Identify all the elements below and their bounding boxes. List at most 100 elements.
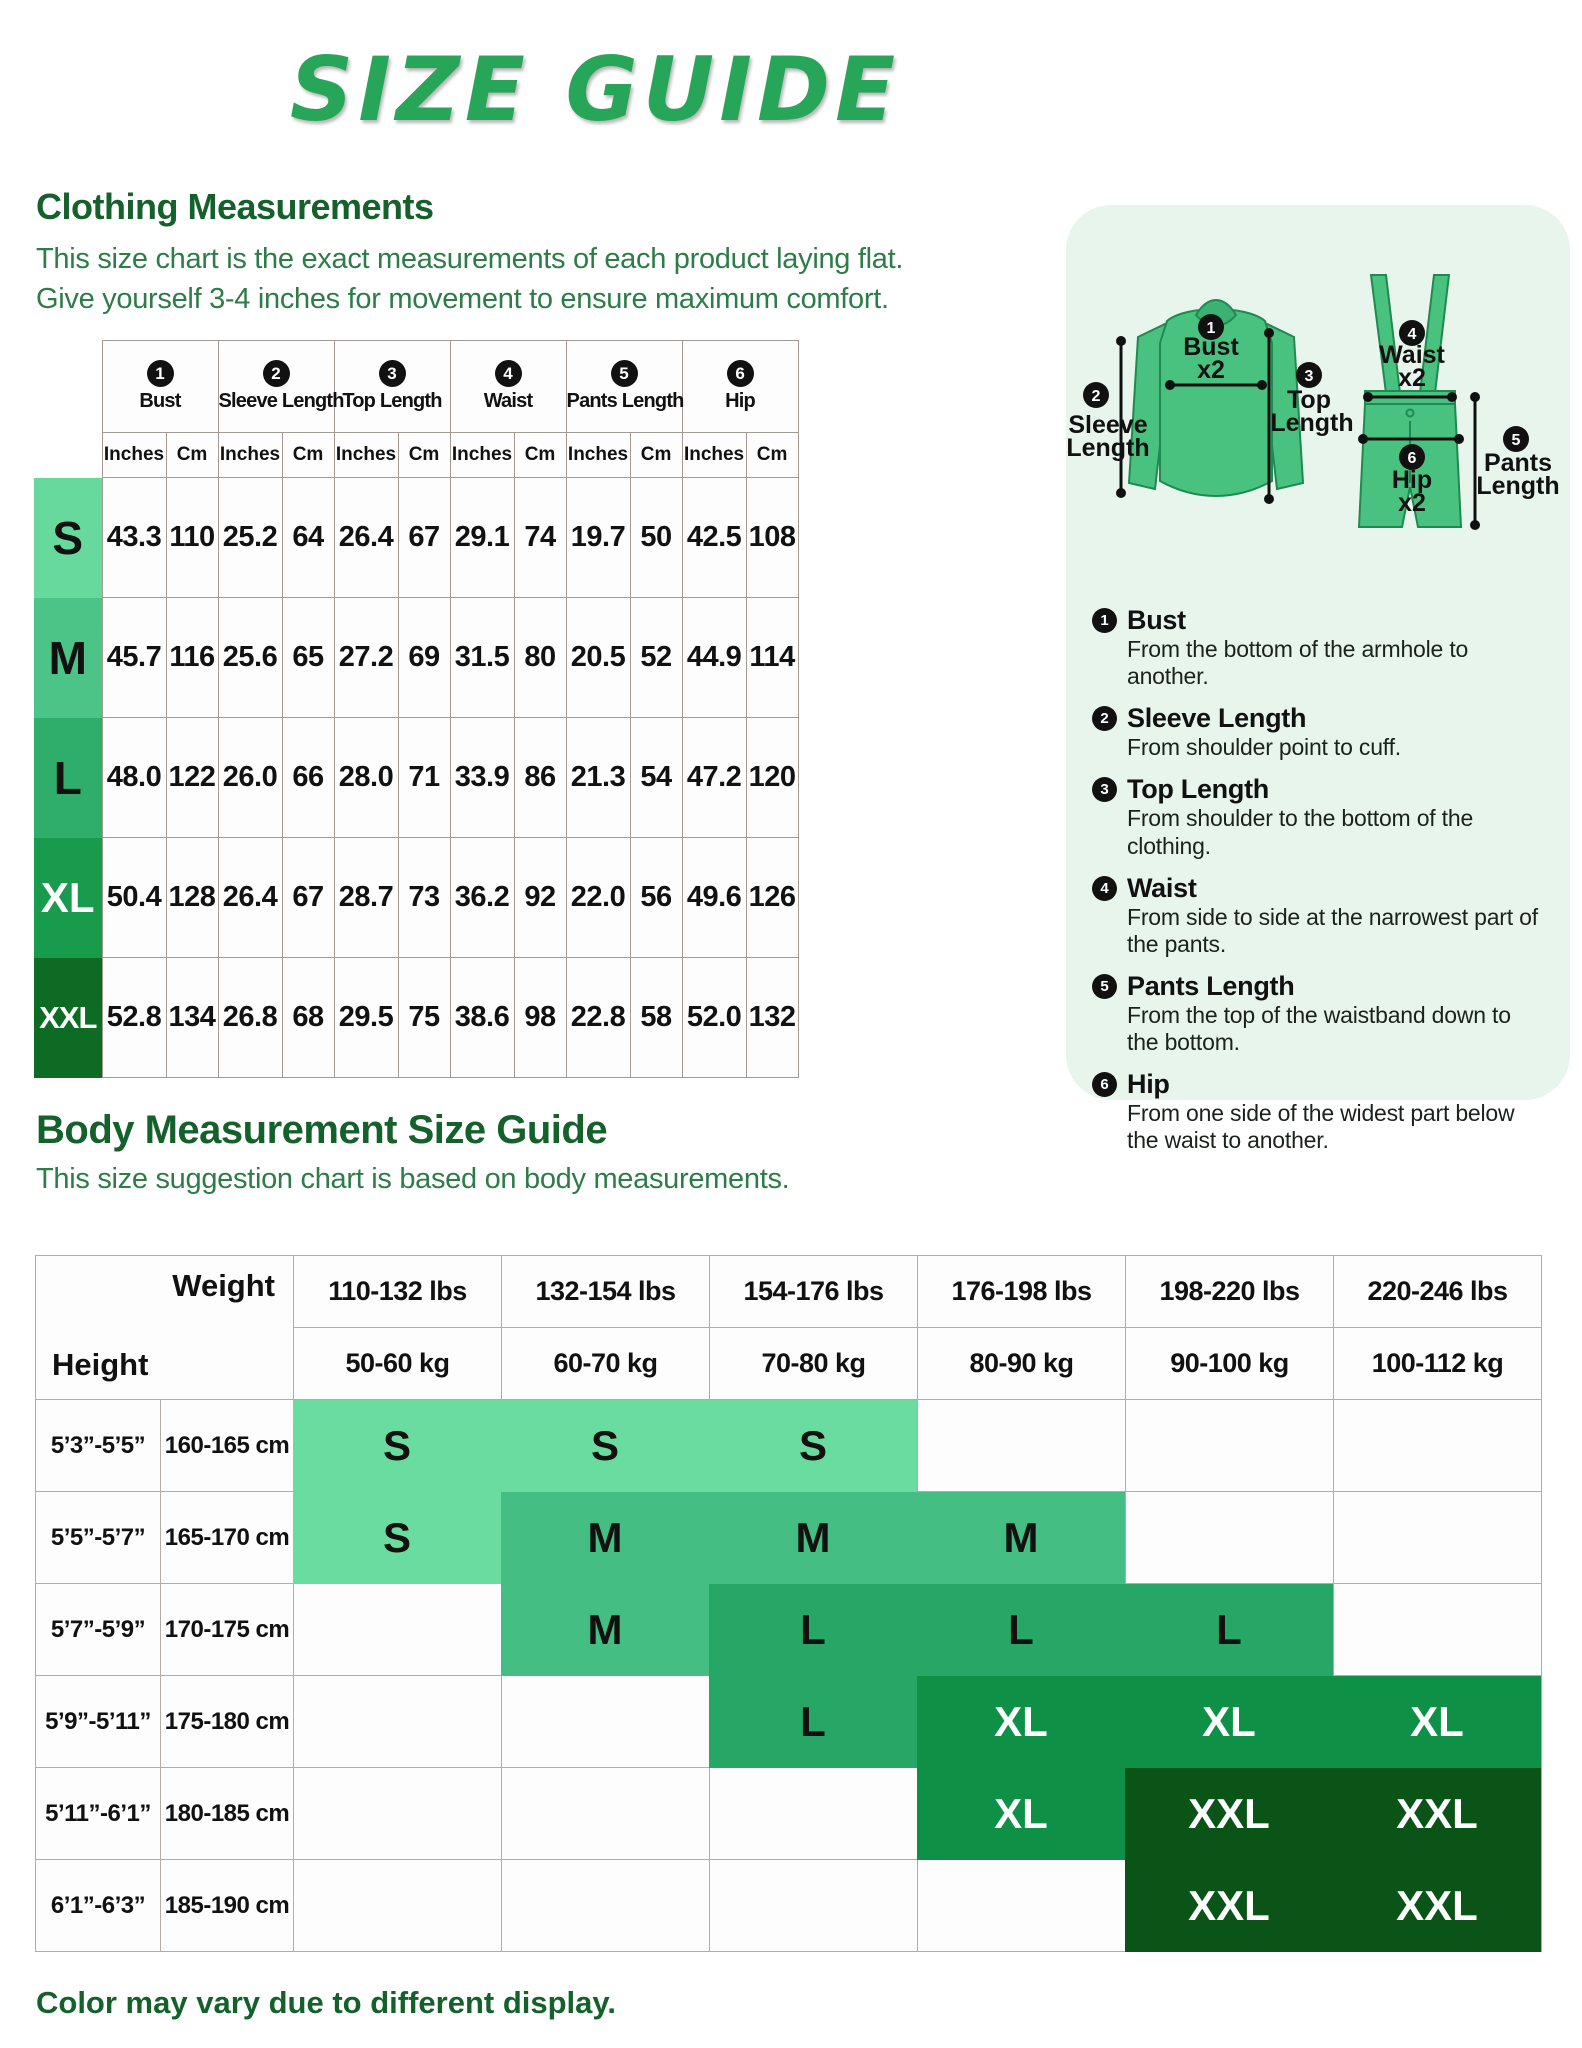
cell [501,1859,710,1952]
footer-note: Color may vary due to different display. [36,1985,616,2020]
height-axis-label: Height [52,1347,149,1382]
height-row-1: 5’3”-5’5” 160-165 cm [35,1399,1542,1492]
cell: 52.8 [101,957,167,1078]
cell: 80 [513,597,567,718]
cell: 65 [281,597,335,718]
cell: 134 [165,957,219,1078]
cell [1333,1583,1542,1676]
cell: 52.0 [681,957,747,1078]
cell: 48.0 [101,717,167,838]
cell: 75 [397,957,451,1078]
cell [501,1583,710,1676]
weight-kg-cell: 100-112 kg [1333,1327,1542,1400]
bust-label: Bust [1183,333,1239,361]
cell: 132 [745,957,799,1078]
weight-lbs-cell: 154-176 lbs [709,1255,918,1328]
legend-item-hip: 6 Hip From one side of the widest part be… [1092,1069,1544,1154]
cell: 26.4 [217,837,283,958]
cell [1333,1767,1542,1860]
unit-cell: Cm [397,432,451,478]
measurement-info-panel: 1 Bust x2 2 Sleeve Length 3 Top Length 4… [1066,205,1570,1153]
weight-lbs-cell: 176-198 lbs [917,1255,1126,1328]
cell [1125,1583,1334,1676]
cell [1125,1675,1334,1768]
pants-badge [1503,426,1529,452]
cell: 67 [281,837,335,958]
size-label: S [34,477,102,598]
shorts-measure-dots [1358,392,1480,530]
cell [1333,1675,1542,1768]
pants-label2: Length [1476,472,1559,500]
cell [917,1675,1126,1768]
top-label2: Length [1270,409,1353,437]
cell: 22.0 [565,837,631,958]
cell: 52 [629,597,683,718]
cell: 49.6 [681,837,747,958]
unit-cell: Cm [281,432,335,478]
size-row-xl: XL 50.4 128 26.4 67 28.7 73 36.2 92 22.0 56 4… [34,837,799,958]
shorts-measure-lines [1363,395,1477,525]
unit-cell: Cm [165,432,219,478]
number-badge: 5 [610,360,638,387]
height-row-2: 5’5”-5’7” 165-170 cm [35,1491,1542,1584]
cell: 122 [165,717,219,838]
number-badge: 2 [262,360,290,387]
height-row-3: 5’7”-5’9” 170-175 cm [35,1583,1542,1676]
height-cm-cell: 170-175 cm [160,1583,294,1676]
cell [293,1859,502,1952]
height-row-6: 6’1”-6’3” 185-190 cm [35,1859,1542,1952]
cell: 128 [165,837,219,958]
body-measurement-subtitle: This size suggestion chart is based on b… [36,1163,790,1195]
legend-item-pants-length: 5 Pants Length From the top of the waistb… [1092,971,1544,1056]
cell [293,1767,502,1860]
cell: 29.5 [333,957,399,1078]
size-label: XL [34,837,102,958]
shirt-illustration [1127,299,1305,497]
unit-cell: Inches [333,432,399,478]
cell [1333,1399,1542,1492]
height-cm-cell: 160-165 cm [160,1399,294,1492]
cell: 110 [165,477,219,598]
cell: 114 [745,597,799,718]
cell: 67 [397,477,451,598]
cell [709,1583,918,1676]
cell: 26.8 [217,957,283,1078]
height-ft-cell: 5’9”-5’11” [35,1675,161,1768]
waist-label: Waist [1379,341,1445,369]
cell: 25.2 [217,477,283,598]
cell: 42.5 [681,477,747,598]
shorts-button [1405,408,1415,418]
cell [917,1491,1126,1584]
cell [709,1859,918,1952]
cell [709,1491,918,1584]
cell: 26.0 [217,717,283,838]
waist-x2-label: x2 [1398,364,1426,392]
cell: 22.8 [565,957,631,1078]
bust-badge [1198,314,1224,340]
column-header-top-length: 3 Top Length [333,340,451,433]
garment-diagram: 1 Bust x2 2 Sleeve Length 3 Top Length 4… [1066,274,1560,530]
measurement-legend: 1 Bust From the bottom of the armhole to … [1092,605,1544,1167]
body-size-chart: Weight Height 110-132 lbs 132-154 lbs 15… [35,1255,1542,1955]
weight-lbs-cell: 132-154 lbs [501,1255,710,1328]
cell [917,1399,1126,1492]
cell: 58 [629,957,683,1078]
cell [917,1767,1126,1860]
sleeve-label: Sleeve [1068,411,1147,439]
weight-axis-label: Weight [172,1268,275,1303]
cell: 68 [281,957,335,1078]
body-size-table: Weight Height 110-132 lbs 132-154 lbs 15… [35,1255,1542,1952]
cell [1333,1491,1542,1584]
cell: 29.1 [449,477,515,598]
table-header-row: 1 Bust 2 Sleeve Length 3 Top Length 4 Waist … [34,340,799,433]
height-ft-cell: 5’5”-5’7” [35,1491,161,1584]
hip-x2-label: x2 [1398,489,1426,517]
hip-badge [1399,444,1425,470]
pants-badge-num: 5 [1512,432,1521,449]
cell: 92 [513,837,567,958]
cell [1125,1491,1334,1584]
cell: 54 [629,717,683,838]
size-row-l: L 48.0 122 26.0 66 28.0 71 33.9 86 21.3 54 47… [34,717,799,838]
cell [709,1675,918,1768]
height-cm-cell: 175-180 cm [160,1675,294,1768]
